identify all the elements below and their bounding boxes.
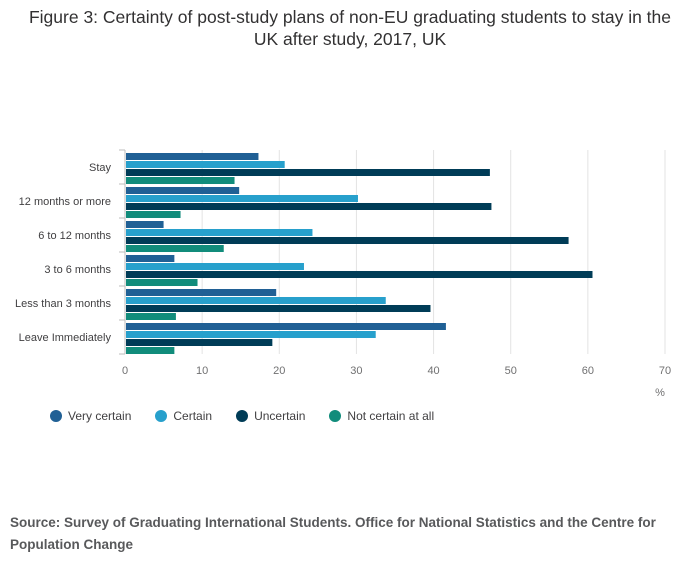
category-label: Leave Immediately [19, 332, 112, 344]
source-note: Source: Survey of Graduating Internation… [10, 515, 656, 552]
legend-item[interactable]: Not certain at all [329, 409, 434, 423]
category-label: 6 to 12 months [38, 230, 111, 242]
bar [126, 339, 273, 346]
bar [126, 177, 235, 184]
grid-lines [119, 149, 666, 355]
bar [126, 237, 569, 244]
x-axis-tick-labels: 0 10 20 30 40 50 60 70 [122, 365, 671, 377]
bar [126, 271, 593, 278]
legend-item[interactable]: Very certain [50, 409, 131, 423]
bar [126, 153, 259, 160]
x-tick-label: 10 [196, 365, 208, 377]
legend-item[interactable]: Certain [155, 409, 212, 423]
x-tick-label: 50 [505, 365, 517, 377]
bar [126, 203, 492, 210]
bar [126, 297, 386, 304]
x-tick-label: 30 [350, 365, 362, 377]
legend-label: Uncertain [254, 409, 306, 423]
bar [126, 323, 446, 330]
bar [126, 289, 277, 296]
legend-label: Not certain at all [347, 409, 435, 423]
bar-chart: Stay 12 months or more 6 to 12 months 3 to … [15, 149, 671, 399]
bar [126, 279, 198, 286]
bar [126, 245, 224, 252]
bar [126, 263, 304, 270]
bar [126, 187, 240, 194]
bar [126, 229, 313, 236]
legend: Very certain Certain Uncertain Not certain … [50, 409, 434, 423]
bar [126, 211, 181, 218]
category-label: 3 to 6 months [44, 264, 111, 276]
bar [126, 305, 431, 312]
x-axis-label: % [655, 387, 665, 399]
legend-swatch [50, 410, 62, 422]
legend-swatch [155, 410, 168, 422]
bar [126, 169, 490, 176]
legend-item[interactable]: Uncertain [236, 409, 305, 423]
x-tick-label: 60 [582, 365, 594, 377]
category-label: Less than 3 months [15, 298, 112, 310]
category-label: Stay [89, 162, 112, 174]
x-tick-label: 0 [122, 365, 128, 377]
bar [126, 331, 376, 338]
x-tick-label: 20 [273, 365, 285, 377]
chart-title: Figure 3: Certainty of post-study plans … [28, 7, 672, 49]
bar [126, 255, 175, 262]
bar [126, 195, 358, 202]
bar [126, 347, 175, 354]
bar [126, 313, 176, 320]
legend-swatch [236, 410, 249, 422]
legend-swatch [329, 410, 342, 422]
legend-label: Certain [173, 409, 213, 423]
x-tick-label: 70 [659, 365, 671, 377]
category-labels: Stay 12 months or more 6 to 12 months 3 to … [15, 162, 112, 344]
x-tick-label: 40 [427, 365, 439, 377]
category-label: 12 months or more [19, 196, 111, 208]
bar [126, 221, 164, 228]
legend-label: Very certain [68, 409, 132, 423]
bars [126, 153, 593, 354]
bar [126, 161, 285, 168]
